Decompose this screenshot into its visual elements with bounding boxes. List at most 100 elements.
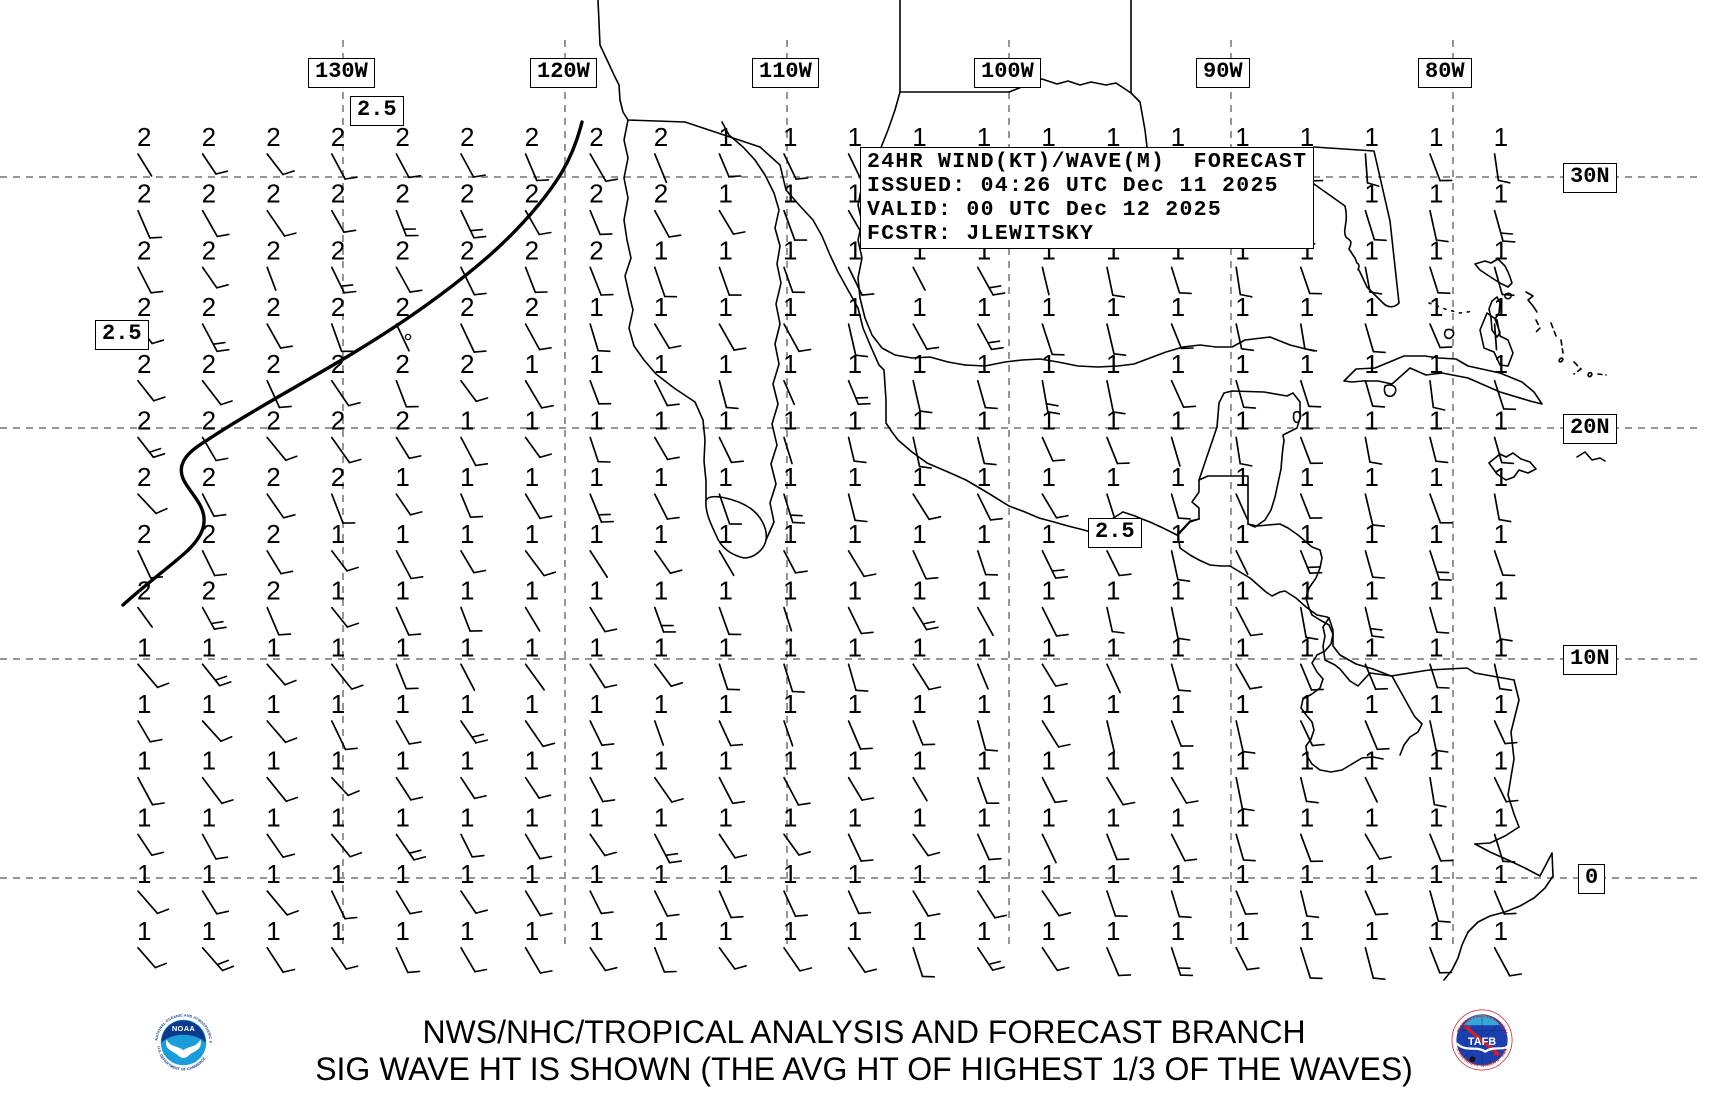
svg-text:1: 1 <box>525 802 539 832</box>
svg-text:1: 1 <box>654 576 668 606</box>
svg-text:1: 1 <box>1364 519 1378 549</box>
svg-text:1: 1 <box>912 406 926 436</box>
svg-text:1: 1 <box>266 859 280 889</box>
svg-text:1: 1 <box>1429 859 1443 889</box>
svg-text:1: 1 <box>654 689 668 719</box>
svg-text:1: 1 <box>977 632 991 662</box>
svg-text:2: 2 <box>395 406 409 436</box>
svg-text:1: 1 <box>1171 802 1185 832</box>
svg-text:1: 1 <box>1494 519 1508 549</box>
svg-text:1: 1 <box>1429 802 1443 832</box>
svg-text:1: 1 <box>783 349 797 379</box>
svg-text:1: 1 <box>912 802 926 832</box>
svg-text:1: 1 <box>718 632 732 662</box>
svg-text:1: 1 <box>460 576 474 606</box>
svg-text:1: 1 <box>202 689 216 719</box>
svg-text:2: 2 <box>202 122 216 152</box>
svg-text:1: 1 <box>848 576 862 606</box>
svg-text:1: 1 <box>718 746 732 776</box>
svg-text:1: 1 <box>1300 689 1314 719</box>
svg-text:1: 1 <box>1300 462 1314 492</box>
svg-text:1: 1 <box>1041 689 1055 719</box>
svg-text:1: 1 <box>525 916 539 946</box>
svg-text:1: 1 <box>137 859 151 889</box>
svg-text:1: 1 <box>1300 746 1314 776</box>
svg-text:1: 1 <box>1494 746 1508 776</box>
svg-text:1: 1 <box>1171 689 1185 719</box>
svg-text:1: 1 <box>1494 462 1508 492</box>
svg-text:1: 1 <box>1300 576 1314 606</box>
svg-text:1: 1 <box>137 689 151 719</box>
svg-text:2: 2 <box>395 179 409 209</box>
svg-text:1: 1 <box>1171 519 1185 549</box>
svg-text:1: 1 <box>1106 632 1120 662</box>
svg-text:1: 1 <box>783 916 797 946</box>
svg-text:1: 1 <box>202 916 216 946</box>
svg-text:1: 1 <box>1300 349 1314 379</box>
svg-text:1: 1 <box>718 462 732 492</box>
svg-text:1: 1 <box>1106 406 1120 436</box>
svg-text:1: 1 <box>1171 462 1185 492</box>
svg-text:1: 1 <box>912 462 926 492</box>
svg-text:2: 2 <box>266 179 280 209</box>
svg-text:2: 2 <box>460 122 474 152</box>
svg-text:1: 1 <box>331 746 345 776</box>
svg-text:1: 1 <box>460 519 474 549</box>
svg-text:1: 1 <box>783 292 797 322</box>
svg-text:1: 1 <box>331 576 345 606</box>
svg-text:1: 1 <box>912 576 926 606</box>
svg-text:1: 1 <box>1364 406 1378 436</box>
svg-text:1: 1 <box>912 916 926 946</box>
svg-text:1: 1 <box>266 802 280 832</box>
svg-text:1: 1 <box>266 916 280 946</box>
svg-text:1: 1 <box>331 859 345 889</box>
svg-text:2: 2 <box>654 179 668 209</box>
svg-text:1: 1 <box>783 576 797 606</box>
svg-text:1: 1 <box>589 859 603 889</box>
svg-text:1: 1 <box>977 406 991 436</box>
svg-text:1: 1 <box>718 406 732 436</box>
svg-text:1: 1 <box>718 519 732 549</box>
svg-text:2: 2 <box>137 235 151 265</box>
svg-text:1: 1 <box>1171 292 1185 322</box>
svg-text:1: 1 <box>1235 576 1249 606</box>
svg-text:2: 2 <box>202 349 216 379</box>
svg-text:1: 1 <box>331 632 345 662</box>
svg-text:1: 1 <box>1106 802 1120 832</box>
svg-text:1: 1 <box>718 235 732 265</box>
svg-text:2: 2 <box>654 122 668 152</box>
svg-text:2: 2 <box>395 349 409 379</box>
svg-text:2: 2 <box>331 179 345 209</box>
svg-text:1: 1 <box>1300 519 1314 549</box>
svg-text:1: 1 <box>266 746 280 776</box>
svg-text:1: 1 <box>654 802 668 832</box>
svg-text:2: 2 <box>202 179 216 209</box>
svg-text:1: 1 <box>977 462 991 492</box>
svg-text:2: 2 <box>525 235 539 265</box>
svg-text:1: 1 <box>783 632 797 662</box>
svg-text:2: 2 <box>202 576 216 606</box>
svg-text:1: 1 <box>1106 576 1120 606</box>
svg-text:2: 2 <box>137 406 151 436</box>
svg-text:1: 1 <box>1235 746 1249 776</box>
svg-text:1: 1 <box>1429 576 1443 606</box>
svg-text:1: 1 <box>1171 746 1185 776</box>
svg-text:1: 1 <box>395 689 409 719</box>
svg-text:1: 1 <box>1041 746 1055 776</box>
svg-text:1: 1 <box>1364 632 1378 662</box>
svg-text:1: 1 <box>525 576 539 606</box>
svg-text:1: 1 <box>1171 916 1185 946</box>
svg-text:1: 1 <box>1106 349 1120 379</box>
svg-text:1: 1 <box>1494 859 1508 889</box>
svg-text:1: 1 <box>266 632 280 662</box>
svg-text:1: 1 <box>1429 122 1443 152</box>
svg-text:1: 1 <box>589 406 603 436</box>
svg-text:1: 1 <box>1364 462 1378 492</box>
svg-text:2: 2 <box>460 235 474 265</box>
svg-text:1: 1 <box>266 689 280 719</box>
svg-text:1: 1 <box>525 632 539 662</box>
svg-text:1: 1 <box>589 292 603 322</box>
svg-text:1: 1 <box>331 519 345 549</box>
svg-text:2: 2 <box>331 292 345 322</box>
svg-text:1: 1 <box>1041 292 1055 322</box>
